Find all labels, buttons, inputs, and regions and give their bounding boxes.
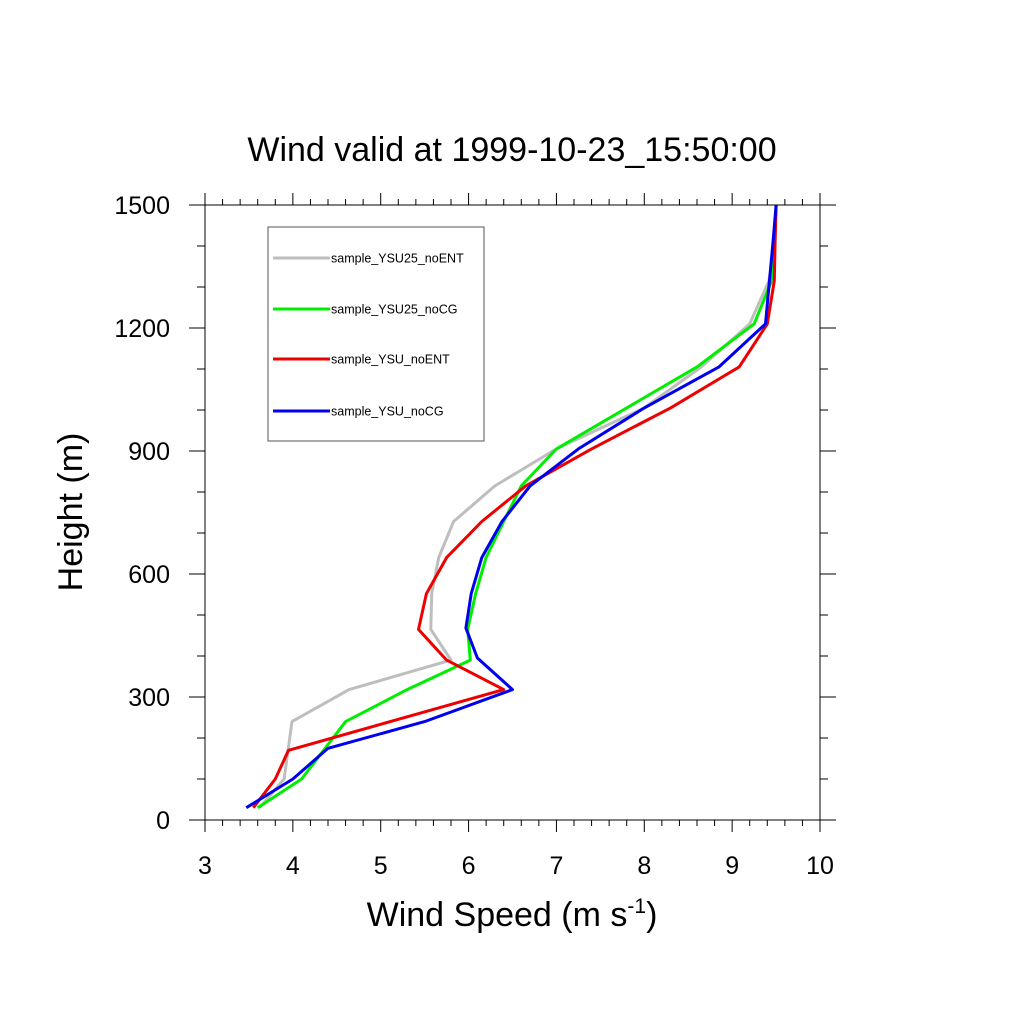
x-axis-title-superscript: -1 (627, 895, 646, 918)
y-tick-label: 0 (156, 807, 170, 835)
x-tick-label: 5 (374, 852, 388, 880)
y-tick-label: 600 (128, 561, 170, 589)
y-axis-title: Height (m) (52, 433, 90, 592)
x-tick-label: 7 (549, 852, 563, 880)
series-layer (245, 204, 778, 809)
axes-layer: 3 4 5 6 7 8 9 10 0 300 600 900 1200 1500 (114, 192, 836, 880)
x-tick-label: 6 (462, 852, 476, 880)
x-tick-label: 4 (286, 852, 300, 880)
legend-label-4: sample_YSU_noCG (331, 405, 444, 419)
legend-label-3: sample_YSU_noENT (331, 353, 450, 367)
legend-label-2: sample_YSU25_noCG (331, 303, 457, 317)
y-tick-label: 1500 (114, 192, 170, 220)
y-tick-label: 1200 (114, 315, 170, 343)
legend-label-1: sample_YSU25_noENT (331, 252, 464, 266)
y-tick-label: 300 (128, 684, 170, 712)
x-axis-title: Wind Speed (m s-1) (367, 895, 658, 934)
series-line-3 (252, 204, 778, 809)
chart-title: Wind valid at 1999-10-23_15:50:00 (247, 131, 776, 169)
y-tick-label: 900 (128, 438, 170, 466)
legend: sample_YSU25_noENT sample_YSU25_noCGsampl… (267, 226, 485, 442)
x-axis-title-main: Wind Speed (m s (367, 896, 628, 934)
x-axis-title-suffix: ) (646, 896, 657, 934)
x-tick-label: 3 (198, 852, 212, 880)
x-tick-label: 10 (806, 852, 834, 880)
series-line-1 (258, 204, 778, 809)
x-tick-label: 9 (725, 852, 739, 880)
legend-box (267, 226, 485, 442)
plot-frame (204, 204, 821, 821)
series-line-4 (245, 204, 778, 809)
x-tick-label: 8 (637, 852, 651, 880)
